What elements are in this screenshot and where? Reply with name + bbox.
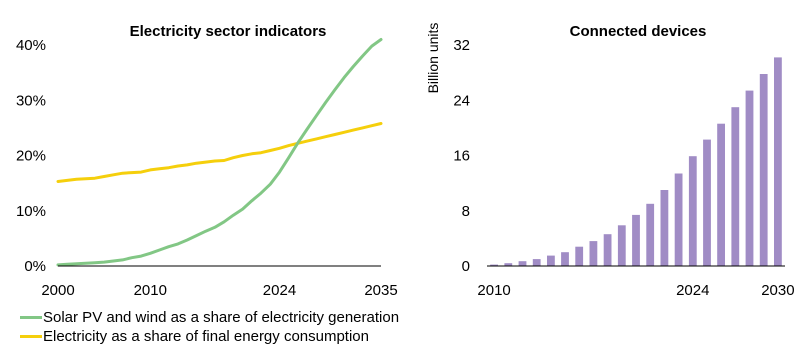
x-tick-label: 2024 xyxy=(676,282,709,299)
chart-title: Connected devices xyxy=(570,23,707,40)
bar-2028 xyxy=(745,90,754,266)
x-tick-label: 2024 xyxy=(263,282,296,299)
x-tick-label: 2030 xyxy=(761,282,794,299)
x-tick-label: 2010 xyxy=(134,282,167,299)
bar-2029 xyxy=(759,74,768,266)
bar-2014 xyxy=(547,255,555,266)
bar-2030 xyxy=(774,57,782,267)
bar-2011 xyxy=(504,263,513,266)
bar-2023 xyxy=(674,173,683,266)
bar-2021 xyxy=(646,203,655,266)
y-axis-label: Billion units xyxy=(425,23,441,94)
y-tick-label: 20% xyxy=(16,148,46,165)
bar-2018 xyxy=(603,234,612,266)
y-tick-label: 8 xyxy=(462,203,470,220)
y-tick-label: 30% xyxy=(16,92,46,109)
electricity-indicators-chart: Electricity sector indicators 0% 10% 20% 30… xyxy=(16,23,398,299)
bar-2015 xyxy=(561,252,569,266)
bar-2025 xyxy=(703,139,711,266)
bar-2026 xyxy=(717,123,725,266)
bar-2012 xyxy=(518,261,527,266)
y-tick-label: 0% xyxy=(24,258,46,275)
chart-title: Electricity sector indicators xyxy=(130,23,327,40)
legend-label: Electricity as a share of final energy c… xyxy=(43,328,369,345)
bar-2022 xyxy=(660,190,669,266)
bar-2024 xyxy=(688,156,697,266)
series-line-solar-wind xyxy=(56,38,383,267)
bar-2010 xyxy=(490,264,498,266)
y-tick-label: 24 xyxy=(453,92,470,109)
legend-swatch xyxy=(20,335,42,338)
bar-2020 xyxy=(632,214,640,266)
y-tick-label: 0 xyxy=(462,258,470,275)
bar-2013 xyxy=(532,259,541,266)
bar-2016 xyxy=(575,246,584,266)
legend-item-solar-wind: Solar PV and wind as a share of electric… xyxy=(20,308,399,327)
legend-item-electricity-share: Electricity as a share of final energy c… xyxy=(20,327,399,346)
series-line-electricity-share xyxy=(56,122,383,183)
legend-label: Solar PV and wind as a share of electric… xyxy=(43,309,400,326)
x-tick-label: 2000 xyxy=(41,282,74,299)
y-tick-label: 10% xyxy=(16,203,46,220)
bar-2019 xyxy=(617,225,626,266)
x-tick-label: 2010 xyxy=(477,282,510,299)
y-tick-label: 40% xyxy=(16,37,46,54)
bar-2017 xyxy=(589,241,598,266)
legend-swatch xyxy=(20,316,42,319)
x-tick-label: 2035 xyxy=(364,282,397,299)
connected-devices-chart: Connected devices Billion units 0 8 16 24 32… xyxy=(425,23,795,299)
y-tick-label: 32 xyxy=(453,37,470,54)
y-tick-label: 16 xyxy=(453,148,470,165)
legend: Solar PV and wind as a share of electric… xyxy=(20,308,399,346)
bar-2027 xyxy=(731,107,740,266)
